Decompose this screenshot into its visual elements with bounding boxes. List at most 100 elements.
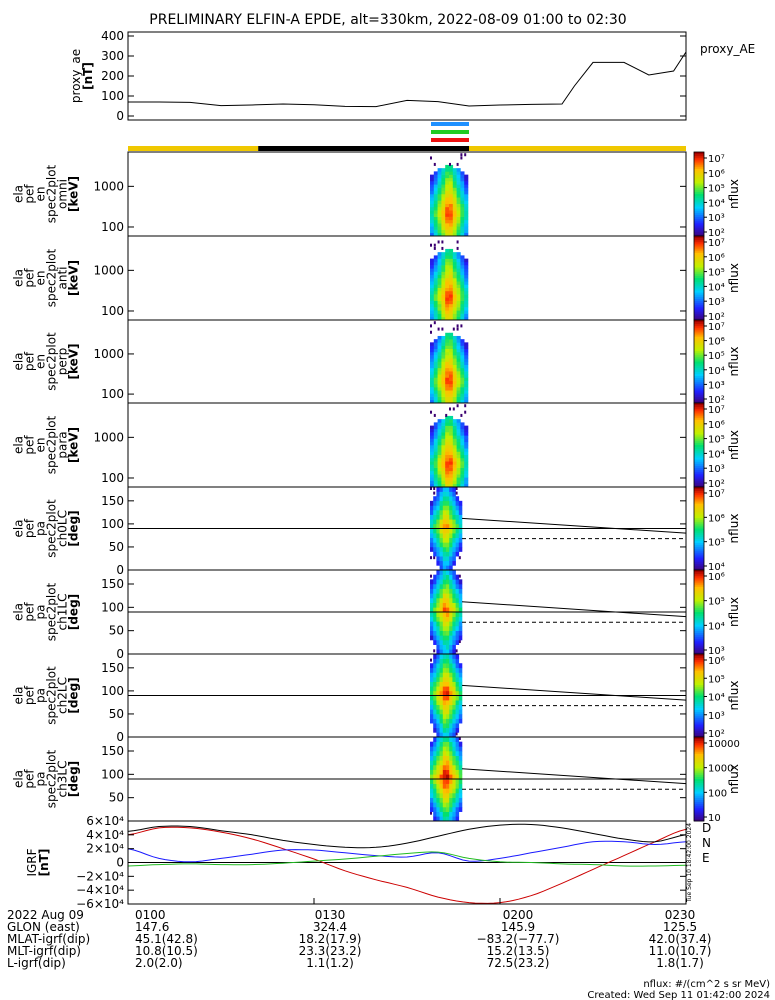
loss-cone-line <box>461 684 687 701</box>
spectrogram-cell <box>436 700 440 706</box>
spectrogram-cell <box>430 457 435 462</box>
spectrogram-cell <box>452 505 456 511</box>
spectrogram-cell <box>433 206 438 211</box>
spectrogram-cell <box>446 779 450 784</box>
spectrogram-cell <box>449 681 453 687</box>
colorbar-segment <box>694 584 704 588</box>
spectrogram-cell <box>442 783 447 789</box>
spectrogram-cell <box>449 229 454 234</box>
y-tick-label: 100 <box>101 471 124 485</box>
spectrogram-cell <box>460 451 465 455</box>
spectrogram-cell <box>456 327 459 331</box>
spectrogram-cell <box>464 174 469 179</box>
ylabel-line: ela <box>12 519 26 537</box>
spectrogram-cell <box>456 181 461 185</box>
spectrogram-cell <box>452 579 456 585</box>
footer-mlt-value: 15.2(13.5) <box>487 944 550 958</box>
panel-proxy-ae: proxy_AE <box>127 31 755 121</box>
spectrogram-cell <box>449 300 454 305</box>
colorbar-segment <box>694 400 704 404</box>
colorbar-segment <box>694 426 704 429</box>
spectrogram-cell <box>433 788 437 794</box>
colorbar-segment <box>694 328 704 331</box>
spectrogram-cell <box>436 593 440 599</box>
spectrogram-cell <box>452 454 457 459</box>
spectrogram-cell <box>460 171 465 175</box>
spectrogram-cell <box>452 213 457 217</box>
spectrogram-cell <box>442 514 447 520</box>
colorbar-segment <box>694 495 704 498</box>
spectrogram-cell <box>455 718 460 724</box>
spectrogram-cell <box>446 602 450 608</box>
spectrogram-cell <box>446 816 450 822</box>
spectrogram-cell <box>433 667 437 673</box>
colorbar-segment <box>694 294 704 298</box>
spectrogram-cell <box>430 219 435 224</box>
colorbar-segment <box>694 555 704 559</box>
spectrogram-cell <box>449 194 454 198</box>
spectrogram-cell <box>455 723 460 729</box>
spectrogram-cell <box>460 435 465 439</box>
colorbar-tick-label: 10⁴ <box>708 693 725 704</box>
spectrogram-cell <box>436 751 440 756</box>
spectrogram-cell <box>455 519 460 525</box>
spectrogram-cell <box>430 200 435 204</box>
spectrogram-cell <box>460 290 465 295</box>
colorbar-segment <box>694 630 704 634</box>
spectrogram-cell <box>456 168 461 172</box>
spectrogram-cell <box>442 695 447 701</box>
spectrogram-cell <box>442 700 447 706</box>
spectrogram-cell <box>452 232 457 237</box>
colorbar-segment <box>694 489 704 492</box>
spectrogram-cell <box>437 274 442 279</box>
spectrogram-cell <box>439 677 444 682</box>
spectrogram-cell <box>452 519 456 525</box>
spectrogram-cell <box>433 226 438 230</box>
spectrogram-cell <box>446 593 450 599</box>
spectrogram-cell <box>433 271 438 276</box>
spectrogram-cell <box>452 598 456 603</box>
spectrogram-cell <box>439 672 444 678</box>
spectrogram-cell <box>464 448 469 452</box>
spectrogram-cell <box>445 213 450 217</box>
spectrogram-cell <box>433 797 437 803</box>
spectrogram-cell <box>452 438 457 443</box>
spectrogram-cell <box>439 607 444 613</box>
spectrogram-cell <box>433 371 438 375</box>
colorbar-segment <box>694 730 704 734</box>
ylabel-line: ch3LC <box>56 761 70 798</box>
spectrogram-cell <box>452 461 457 465</box>
spectrogram-cell <box>449 380 454 385</box>
spectrogram-data <box>430 404 469 488</box>
spectrogram-cell <box>430 635 434 641</box>
colorbar-tick-label: 10³ <box>708 297 725 308</box>
spectrogram-cell <box>446 612 450 617</box>
spectrogram-cell <box>433 387 438 391</box>
spectrogram-cell <box>446 514 450 520</box>
spectrogram-cell <box>433 816 437 822</box>
spectrogram-cell <box>452 574 456 580</box>
spectrogram-cell <box>452 783 456 789</box>
spectrogram-cell <box>433 464 438 468</box>
spectrogram-cell <box>439 663 444 669</box>
spectrogram-cell <box>460 313 465 318</box>
spectrogram-cell <box>439 681 444 687</box>
spectrogram-cell <box>446 528 450 534</box>
colorbar-segment <box>694 743 704 746</box>
spectrogram-cell <box>433 355 438 359</box>
spectrogram-cell <box>445 461 450 465</box>
spectrogram-cell <box>433 190 438 195</box>
colorbar-segment <box>694 357 704 360</box>
spectrogram-cell <box>433 200 438 204</box>
spectrogram-cell <box>445 345 450 350</box>
spectrogram-cell <box>455 663 460 669</box>
spectrogram-cell <box>452 765 456 770</box>
spectrogram-cell <box>433 467 438 472</box>
spectrogram-cell <box>456 197 461 201</box>
spectrogram-cell <box>430 307 435 311</box>
spectrogram-cell <box>449 223 454 227</box>
colorbar-segment <box>694 722 704 726</box>
footer-l-value: 2.0(2.0) <box>135 956 183 970</box>
